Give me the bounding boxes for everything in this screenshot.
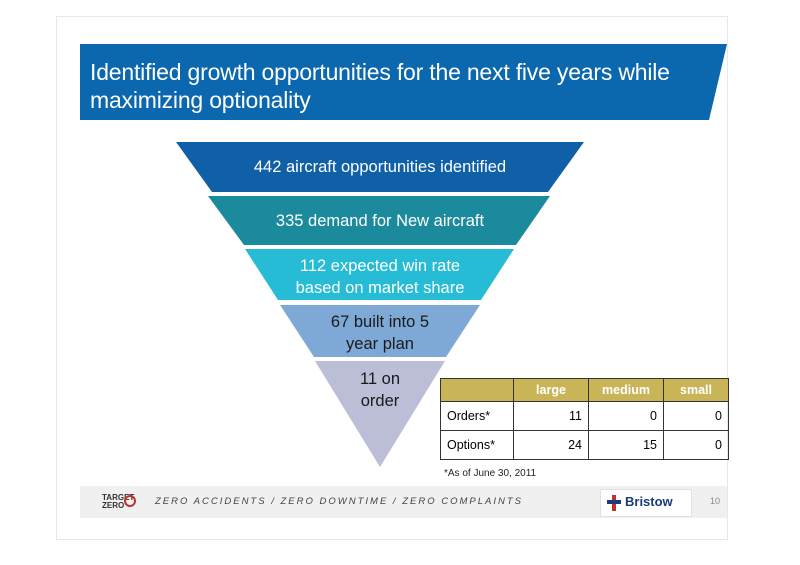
table-header-row: large medium small bbox=[440, 378, 729, 402]
funnel-layer-3-line2: based on market share bbox=[295, 279, 465, 297]
funnel-layer-1 bbox=[176, 142, 584, 192]
title-bar: Identified growth opportunities for the … bbox=[80, 44, 727, 120]
funnel-layer-3-line1: 112 expected win rate bbox=[299, 257, 461, 275]
funnel-layer-1-label: 442 aircraft opportunities identified bbox=[200, 156, 560, 178]
table-header-medium: medium bbox=[588, 378, 664, 402]
orders-options-table: large medium small Orders* 11 0 0 Option… bbox=[440, 378, 729, 460]
funnel-layer-4-line2: year plan bbox=[346, 335, 414, 353]
funnel-layer-5-label: 11 on order bbox=[330, 368, 430, 412]
funnel-layer-2-line1: 335 demand for New aircraft bbox=[275, 212, 485, 230]
cell-small: 0 bbox=[663, 430, 729, 460]
funnel-layer-4 bbox=[280, 305, 480, 357]
funnel-layer-3 bbox=[245, 249, 514, 300]
cell-medium: 0 bbox=[588, 401, 664, 431]
funnel-layer-3-label: 112 expected win rate based on market sh… bbox=[260, 255, 500, 299]
funnel-layer-2 bbox=[208, 196, 550, 245]
page-number: 10 bbox=[710, 496, 721, 506]
slide-title: Identified growth opportunities for the … bbox=[90, 59, 670, 113]
funnel-layer-1-line1: 442 aircraft opportunities identified bbox=[253, 158, 507, 176]
table-header-small: small bbox=[663, 378, 729, 402]
funnel-layer-2-label: 335 demand for New aircraft bbox=[230, 210, 530, 232]
target-zero-logo-line1: TARGET bbox=[102, 493, 135, 502]
funnel-layer-5-line2: order bbox=[360, 392, 400, 410]
funnel-layer-4-label: 67 built into 5 year plan bbox=[290, 311, 470, 355]
title-bar-notch bbox=[709, 44, 727, 120]
funnel-layer-5-line1: 11 on bbox=[359, 370, 401, 388]
funnel-layer-5 bbox=[315, 361, 445, 467]
table-header-blank bbox=[440, 378, 514, 402]
funnel-layer-4-line1: 67 built into 5 bbox=[330, 313, 430, 331]
target-icon bbox=[124, 495, 136, 507]
bristow-mark-icon bbox=[607, 495, 621, 511]
footer-tagline: ZERO ACCIDENTS / ZERO DOWNTIME / ZERO CO… bbox=[155, 496, 523, 507]
cell-large: 11 bbox=[513, 401, 589, 431]
table-row: Orders* 11 0 0 bbox=[440, 401, 729, 431]
target-zero-logo-line2: ZERO bbox=[102, 501, 125, 510]
table-header-large: large bbox=[513, 378, 589, 402]
row-label: Options* bbox=[440, 430, 514, 460]
bristow-wordmark: Bristow bbox=[625, 494, 673, 509]
cell-small: 0 bbox=[663, 401, 729, 431]
cell-medium: 15 bbox=[588, 430, 664, 460]
footer-bar: TARGET ZERO ZERO ACCIDENTS / ZERO DOWNTI… bbox=[80, 486, 727, 518]
table-footnote: *As of June 30, 2011 bbox=[444, 468, 537, 479]
cell-large: 24 bbox=[513, 430, 589, 460]
target-zero-logo: TARGET ZERO bbox=[102, 494, 134, 510]
row-label: Orders* bbox=[440, 401, 514, 431]
bristow-logo: Bristow bbox=[600, 489, 692, 517]
table-row: Options* 24 15 0 bbox=[440, 430, 729, 460]
